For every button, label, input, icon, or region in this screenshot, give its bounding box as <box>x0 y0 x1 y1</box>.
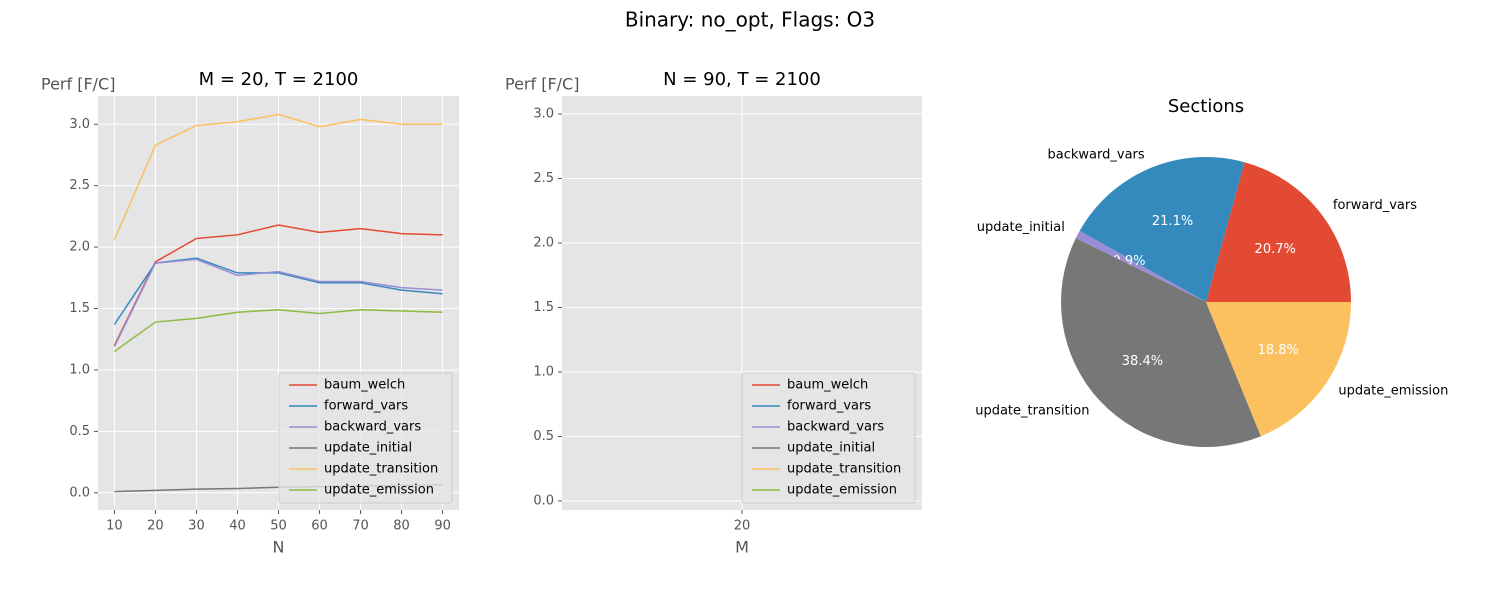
y-axis-label: Perf [F/C] <box>41 75 115 94</box>
legend-label: update_initial <box>787 441 875 456</box>
slice-value-label: 18.8% <box>1258 343 1299 358</box>
y-tick-label: 2.5 <box>69 178 90 193</box>
y-tick-label: 2.0 <box>533 236 554 251</box>
legend-label: update_transition <box>787 462 901 477</box>
y-tick-label: 2.5 <box>533 171 554 186</box>
y-tick-label: 0.0 <box>533 493 554 508</box>
slice-label: update_emission <box>1338 383 1448 398</box>
y-tick-label: 0.0 <box>69 485 90 500</box>
legend-label: update_emission <box>787 483 897 498</box>
slice-label: update_initial <box>977 220 1065 235</box>
x-tick-label: 60 <box>311 519 328 534</box>
legend <box>741 372 916 504</box>
y-tick-label: 1.5 <box>69 301 90 316</box>
legend-label: forward_vars <box>787 399 871 414</box>
legend-label: forward_vars <box>324 399 408 414</box>
y-tick-label: 1.0 <box>533 365 554 380</box>
pie-slice <box>1206 162 1351 302</box>
y-tick-label: 0.5 <box>69 424 90 439</box>
slice-value-label: 38.4% <box>1122 354 1163 369</box>
x-tick-label: 20 <box>734 519 751 534</box>
axes-title: N = 90, T = 2100 <box>663 69 821 90</box>
x-tick-label: 70 <box>352 519 369 534</box>
legend-label: update_initial <box>324 441 412 456</box>
legend-label: baum_welch <box>324 378 405 393</box>
slice-label: backward_vars <box>1048 147 1145 162</box>
y-tick-label: 2.0 <box>69 240 90 255</box>
x-tick-label: 50 <box>270 519 287 534</box>
slice-label: update_transition <box>975 403 1089 418</box>
y-tick-label: 0.5 <box>533 429 554 444</box>
series-line <box>113 309 443 353</box>
axes-title: M = 20, T = 2100 <box>199 69 359 90</box>
y-axis-label: Perf [F/C] <box>505 75 579 94</box>
legend-label: update_transition <box>324 462 438 477</box>
x-axis-label: N <box>273 538 285 557</box>
slice-label: forward_vars <box>1333 198 1417 213</box>
x-tick-label: 40 <box>229 519 246 534</box>
x-axis-label: M <box>735 538 749 557</box>
slice-value-label: 20.7% <box>1255 242 1296 257</box>
series-line <box>113 258 443 347</box>
y-tick-label: 1.5 <box>533 300 554 315</box>
legend-label: baum_welch <box>787 378 868 393</box>
x-tick-label: 30 <box>188 519 205 534</box>
pie-slice <box>1206 302 1351 437</box>
x-tick-label: 20 <box>147 519 164 534</box>
figure-title: Binary: no_opt, Flags: O3 <box>625 8 875 32</box>
legend <box>278 372 453 504</box>
y-tick-label: 3.0 <box>69 117 90 132</box>
pie-slice <box>1075 230 1206 302</box>
y-tick-label: 1.0 <box>69 362 90 377</box>
x-tick-label: 10 <box>106 519 123 534</box>
pie-slice <box>1061 238 1261 447</box>
legend-label: backward_vars <box>787 420 884 435</box>
slice-value-label: 21.1% <box>1152 214 1193 229</box>
legend-label: backward_vars <box>324 420 421 435</box>
y-tick-label: 3.0 <box>533 107 554 122</box>
x-tick-label: 80 <box>393 519 410 534</box>
legend-label: update_emission <box>324 483 434 498</box>
series-line <box>113 224 443 346</box>
pie-slice <box>1079 157 1245 302</box>
series-line <box>113 113 443 241</box>
x-tick-label: 90 <box>434 519 451 534</box>
pie-title: Sections <box>1168 96 1244 117</box>
